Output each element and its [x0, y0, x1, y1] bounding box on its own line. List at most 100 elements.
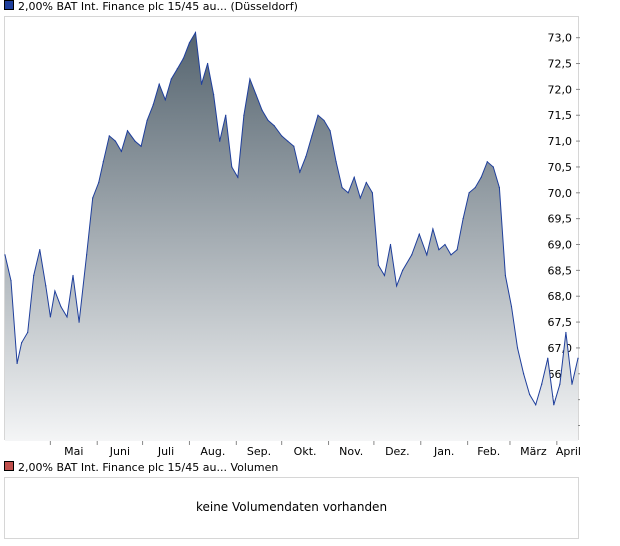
- price-point: [341, 187, 343, 189]
- price-point: [577, 357, 579, 359]
- price-point: [529, 393, 531, 396]
- price-point: [45, 285, 47, 287]
- x-tick-label-dez: Dez.: [385, 445, 410, 458]
- price-point: [249, 78, 251, 80]
- price-point: [402, 269, 404, 271]
- y-tick-label: 70,0: [548, 187, 573, 200]
- price-point: [21, 342, 23, 344]
- y-tick-label: 72,5: [548, 58, 573, 71]
- price-point: [108, 135, 110, 137]
- price-point: [535, 404, 537, 406]
- price-point: [146, 119, 148, 122]
- price-point: [86, 254, 88, 256]
- price-point: [383, 274, 386, 277]
- volume-legend-swatch: [4, 461, 14, 471]
- price-point: [92, 197, 94, 199]
- price-point: [194, 31, 197, 34]
- price-point: [72, 274, 74, 277]
- price-point: [541, 383, 543, 385]
- y-tick-label: 73,0: [548, 32, 573, 45]
- price-point: [389, 243, 392, 246]
- y-tick-label: 71,5: [548, 109, 573, 122]
- price-point: [237, 176, 239, 178]
- price-point: [359, 197, 361, 199]
- price-point: [98, 181, 100, 184]
- y-tick-label: 69,5: [548, 213, 573, 226]
- price-point: [213, 93, 215, 96]
- price-point: [4, 254, 6, 256]
- volume-legend: 2,00% BAT Int. Finance plc 15/45 au... V…: [4, 461, 278, 475]
- price-point: [206, 62, 209, 65]
- price-point: [480, 176, 482, 178]
- price-point: [486, 161, 488, 163]
- price-point: [323, 119, 325, 122]
- price-point: [411, 254, 413, 256]
- price-point: [188, 42, 191, 44]
- price-point: [492, 166, 494, 168]
- price-point: [78, 321, 80, 323]
- price-point: [16, 362, 18, 365]
- price-point: [114, 140, 116, 142]
- no-volume-message: keine Volumendaten vorhanden: [195, 500, 388, 514]
- y-tick-label: 68,5: [548, 264, 573, 277]
- price-point: [134, 140, 136, 142]
- price-point: [456, 249, 458, 251]
- price-point: [329, 130, 331, 132]
- price-point: [450, 254, 452, 256]
- price-point: [182, 57, 185, 59]
- price-point: [152, 104, 154, 106]
- price-point: [498, 187, 500, 189]
- y-tick-label: 70,5: [548, 161, 573, 174]
- x-tick-label-feb: Feb.: [477, 445, 500, 458]
- price-point: [10, 280, 12, 282]
- price-point: [395, 285, 398, 287]
- price-point: [287, 140, 289, 142]
- price-chart: Mai Juni Juli Aug. Sep. Okt. Nov. Dez. Jan. Feb. M…: [4, 30, 581, 458]
- price-point: [571, 383, 573, 385]
- volume-legend-label: 2,00% BAT Int. Finance plc 15/45 au... V…: [18, 461, 279, 474]
- x-tick-label-sep: Sep.: [247, 445, 271, 458]
- price-point: [158, 83, 160, 85]
- price-point: [49, 316, 51, 318]
- price-point: [66, 316, 68, 318]
- price-point: [504, 274, 507, 277]
- price-point: [547, 357, 549, 359]
- price-point: [311, 135, 313, 137]
- x-tick-label-nov: Nov.: [339, 445, 363, 458]
- price-point: [39, 249, 41, 251]
- x-tick-label-juni: Juni: [109, 445, 130, 458]
- price-point: [164, 99, 166, 101]
- price-point: [27, 331, 29, 334]
- price-point: [565, 331, 567, 334]
- price-point: [33, 274, 35, 277]
- price-point: [60, 305, 62, 308]
- price-point: [170, 78, 172, 80]
- price-point: [219, 140, 221, 142]
- x-tick-label-maerz: März: [520, 445, 547, 458]
- price-point: [438, 249, 440, 251]
- y-tick-label: 67,5: [548, 316, 573, 329]
- price-point: [243, 114, 245, 116]
- price-point: [126, 130, 129, 132]
- price-point: [200, 83, 203, 85]
- y-tick-label: 68,0: [548, 290, 573, 303]
- price-point: [426, 254, 428, 256]
- price-point: [432, 228, 434, 230]
- price-point: [261, 109, 263, 111]
- price-point: [225, 114, 227, 116]
- price-point: [353, 176, 355, 178]
- price-point: [510, 305, 513, 308]
- price-point: [102, 161, 104, 163]
- x-tick-label-jan: Jan.: [433, 445, 454, 458]
- price-chart-panel[interactable]: Mai Juni Juli Aug. Sep. Okt. Nov. Dez. Jan. Feb. M…: [4, 16, 581, 458]
- y-tick-label: 69,0: [548, 239, 573, 252]
- price-legend-swatch: [4, 0, 14, 10]
- price-point: [553, 404, 555, 406]
- price-point: [335, 161, 337, 163]
- price-point: [418, 233, 420, 235]
- x-tick-label-juli: Juli: [157, 445, 174, 458]
- price-point: [444, 243, 446, 246]
- price-point: [516, 347, 519, 349]
- price-point: [176, 68, 178, 70]
- price-point: [522, 373, 525, 375]
